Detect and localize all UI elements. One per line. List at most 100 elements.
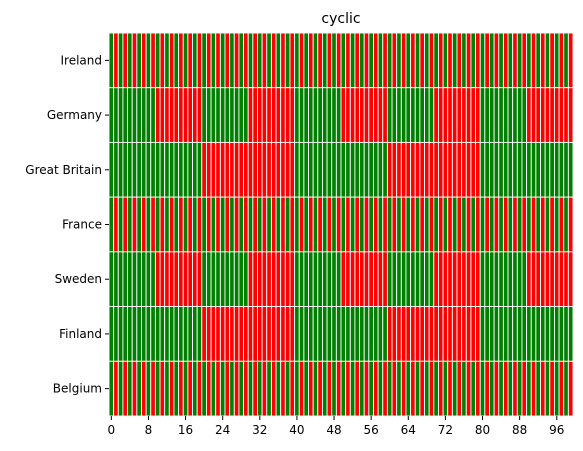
heatmap-cell [113,32,119,89]
heatmap-cell [396,251,402,308]
heatmap-cell [317,141,323,198]
heatmap-cell [567,32,574,89]
heatmap-cell [229,87,235,143]
heatmap-cell [159,196,166,253]
heatmap-cell [410,141,416,198]
heatmap-cell [447,32,453,89]
heatmap-cell [219,196,226,253]
heatmap-cell [178,87,184,143]
heatmap-cell [294,87,300,143]
heatmap-cell [567,87,574,143]
heatmap-cell [345,306,351,362]
heatmap-cell [493,141,500,198]
heatmap-cell [210,196,217,253]
heatmap-cell [141,306,147,362]
heatmap-cell [168,306,175,362]
heatmap-cell [168,141,175,198]
heatmap-cell [252,360,258,417]
heatmap-cell [540,87,546,143]
heatmap-cell [145,360,152,417]
heatmap-cell [284,32,291,89]
heatmap-cell [252,87,258,143]
heatmap-cell [530,141,537,198]
heatmap-cell [270,251,277,308]
heatmap-cell [173,141,180,198]
heatmap-cell [150,360,156,417]
heatmap-cell [219,141,226,198]
heatmap-cell [484,251,490,308]
heatmap-cell [266,141,272,198]
heatmap-cell [215,360,221,417]
heatmap-cell [521,196,528,253]
heatmap-cell [159,87,166,143]
heatmap-cell [192,141,198,198]
heatmap-cell [489,196,495,253]
heatmap-cell [558,360,565,417]
heatmap-cell [247,251,254,308]
heatmap-cell [261,87,268,143]
heatmap-cell [317,196,323,253]
heatmap-cell [252,32,258,89]
x-tick-label: 48 [326,423,341,437]
heatmap-cell [386,360,393,417]
heatmap-cell [465,87,472,143]
heatmap-cell [173,32,180,89]
heatmap-cell [502,32,509,89]
heatmap-cell [224,196,231,253]
heatmap-cell [437,306,444,362]
heatmap-cell [127,306,133,362]
y-tick-label: Ireland [60,53,102,67]
heatmap-cell [303,141,309,198]
heatmap-cell [465,196,472,253]
heatmap-cell [447,141,453,198]
heatmap-cell [359,32,365,89]
heatmap-cell [340,251,347,308]
heatmap-cell [215,196,221,253]
heatmap-cell [530,32,537,89]
heatmap-cell [164,306,170,362]
heatmap-cell [419,87,425,143]
heatmap-cell [215,32,221,89]
heatmap-cell [386,196,393,253]
heatmap-cell [294,306,300,362]
heatmap-cell [377,360,384,417]
heatmap-cell [331,196,337,253]
heatmap-cell [201,360,207,417]
heatmap-cell [159,360,166,417]
heatmap-cell [266,306,272,362]
heatmap-cell [294,251,300,308]
heatmap-cell [512,360,518,417]
heatmap-cell [521,32,528,89]
heatmap-cell [553,251,560,308]
heatmap-cell [512,196,518,253]
x-tick-label: 32 [252,423,267,437]
heatmap-cell [386,141,393,198]
heatmap-cell [382,32,388,89]
heatmap-cell [442,32,449,89]
heatmap-cell [558,87,565,143]
heatmap-cell [257,306,263,362]
heatmap-cell [261,306,268,362]
heatmap-cell [270,32,277,89]
heatmap-cell [512,306,518,362]
heatmap-cell [117,141,124,198]
heatmap-cell [233,32,240,89]
heatmap-cell [150,32,156,89]
heatmap-cell [113,196,119,253]
heatmap-cell [354,32,361,89]
heatmap-cell [201,306,207,362]
heatmap-cell [173,360,180,417]
heatmap-cell [187,360,193,417]
heatmap-cell [502,360,509,417]
heatmap-cell [308,251,314,308]
heatmap-cell [437,196,444,253]
heatmap-cell [210,87,217,143]
heatmap-cell [182,251,189,308]
heatmap-cell [354,87,361,143]
heatmap-cell [377,87,384,143]
heatmap-cell [303,251,309,308]
heatmap-cell [484,360,490,417]
heatmap-cell [553,32,560,89]
heatmap-cell [349,87,356,143]
heatmap-cell [475,196,481,253]
